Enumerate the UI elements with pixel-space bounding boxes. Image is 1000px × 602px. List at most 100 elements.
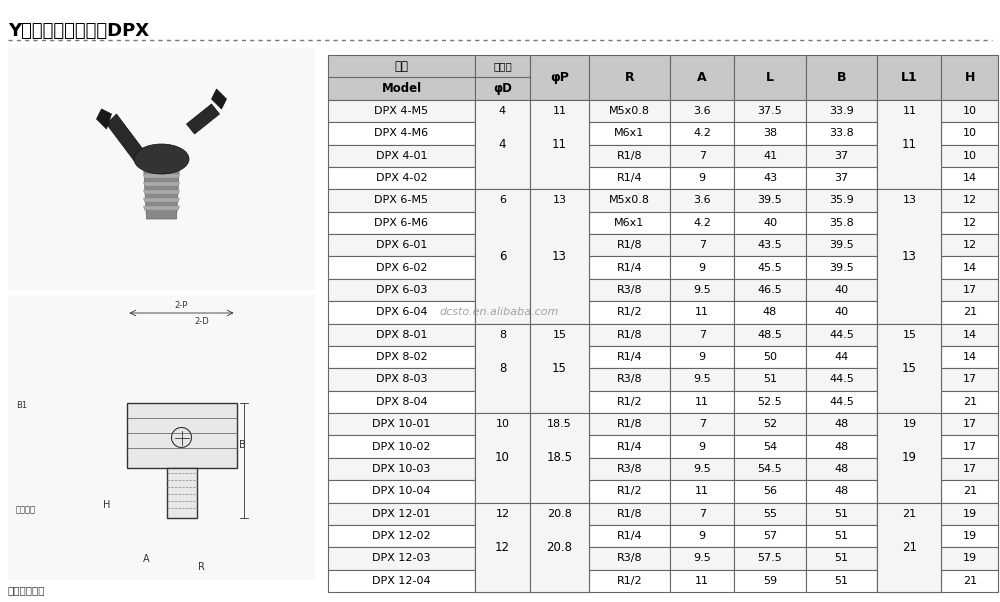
- Bar: [877, 189, 941, 323]
- Text: 21: 21: [963, 576, 977, 586]
- Bar: [328, 413, 475, 435]
- Polygon shape: [144, 164, 180, 219]
- Bar: [530, 100, 589, 122]
- Bar: [734, 100, 806, 122]
- Bar: [806, 212, 877, 234]
- Text: 18.5: 18.5: [546, 452, 572, 464]
- Bar: [589, 144, 670, 167]
- Polygon shape: [106, 114, 146, 164]
- Text: 7: 7: [699, 419, 706, 429]
- Bar: [670, 212, 734, 234]
- Text: M6x1: M6x1: [614, 128, 645, 138]
- Text: 2-D: 2-D: [194, 317, 209, 326]
- Bar: [734, 144, 806, 167]
- Text: 10: 10: [495, 419, 509, 429]
- Bar: [589, 256, 670, 279]
- Text: 7: 7: [699, 330, 706, 340]
- Text: 38: 38: [763, 128, 777, 138]
- Bar: [670, 480, 734, 503]
- Text: M6x1: M6x1: [614, 218, 645, 228]
- Bar: [734, 391, 806, 413]
- Bar: [328, 279, 475, 301]
- Text: 33.8: 33.8: [829, 128, 854, 138]
- Bar: [530, 413, 589, 435]
- Bar: [734, 323, 806, 346]
- Bar: [734, 301, 806, 323]
- Text: 10: 10: [963, 128, 977, 138]
- Bar: [589, 55, 670, 100]
- Bar: [877, 525, 941, 547]
- Bar: [941, 279, 998, 301]
- Bar: [530, 391, 589, 413]
- Text: 44.5: 44.5: [829, 397, 854, 407]
- Text: 9: 9: [699, 441, 706, 452]
- Bar: [475, 323, 530, 413]
- Text: 37: 37: [835, 173, 849, 183]
- Bar: [328, 323, 475, 346]
- Bar: [734, 458, 806, 480]
- Bar: [877, 368, 941, 391]
- Bar: [734, 547, 806, 569]
- Text: 21: 21: [963, 307, 977, 317]
- Text: 14: 14: [963, 262, 977, 273]
- Polygon shape: [144, 182, 180, 186]
- Bar: [530, 256, 589, 279]
- Bar: [806, 413, 877, 435]
- Text: 48: 48: [834, 464, 849, 474]
- Bar: [877, 100, 941, 189]
- Text: H: H: [103, 500, 110, 509]
- Bar: [941, 323, 998, 346]
- Bar: [941, 122, 998, 144]
- Text: 17: 17: [963, 441, 977, 452]
- Text: R1/4: R1/4: [617, 441, 642, 452]
- Text: 9: 9: [699, 262, 706, 273]
- Bar: [530, 122, 589, 144]
- Bar: [589, 525, 670, 547]
- Bar: [877, 100, 941, 122]
- Bar: [734, 55, 806, 100]
- Bar: [589, 323, 670, 346]
- Text: 7: 7: [699, 150, 706, 161]
- Bar: [589, 212, 670, 234]
- Text: DPX 6-02: DPX 6-02: [376, 262, 427, 273]
- Text: 57.5: 57.5: [758, 553, 782, 563]
- Bar: [589, 234, 670, 256]
- Bar: [941, 525, 998, 547]
- Text: dcsto.en.alibaba.com: dcsto.en.alibaba.com: [439, 307, 559, 317]
- Bar: [734, 189, 806, 212]
- Bar: [941, 189, 998, 212]
- Bar: [328, 167, 475, 189]
- Text: DPX 8-02: DPX 8-02: [376, 352, 427, 362]
- Text: 10: 10: [495, 452, 510, 464]
- Text: 19: 19: [963, 553, 977, 563]
- Text: M5x0.8: M5x0.8: [609, 196, 650, 205]
- Bar: [530, 503, 589, 525]
- Bar: [806, 144, 877, 167]
- Text: 9.5: 9.5: [693, 553, 711, 563]
- Bar: [589, 391, 670, 413]
- Text: Model: Model: [381, 82, 422, 95]
- Bar: [670, 256, 734, 279]
- Text: 15: 15: [552, 330, 566, 340]
- Text: 21: 21: [902, 541, 917, 554]
- Text: L1: L1: [901, 71, 918, 84]
- Text: 10: 10: [963, 106, 977, 116]
- Text: 48: 48: [834, 486, 849, 496]
- Bar: [734, 368, 806, 391]
- Ellipse shape: [134, 144, 189, 174]
- Text: 20.8: 20.8: [546, 541, 572, 554]
- Bar: [328, 368, 475, 391]
- Text: DPX 10-04: DPX 10-04: [372, 486, 431, 496]
- Text: 11: 11: [695, 576, 709, 586]
- Bar: [806, 279, 877, 301]
- Text: 35.9: 35.9: [829, 196, 854, 205]
- Bar: [806, 503, 877, 525]
- Bar: [941, 413, 998, 435]
- Bar: [941, 547, 998, 569]
- Bar: [734, 122, 806, 144]
- Text: R1/2: R1/2: [617, 307, 642, 317]
- Text: DPX 12-04: DPX 12-04: [372, 576, 431, 586]
- Bar: [589, 279, 670, 301]
- Text: 18.5: 18.5: [547, 419, 572, 429]
- Bar: [530, 569, 589, 592]
